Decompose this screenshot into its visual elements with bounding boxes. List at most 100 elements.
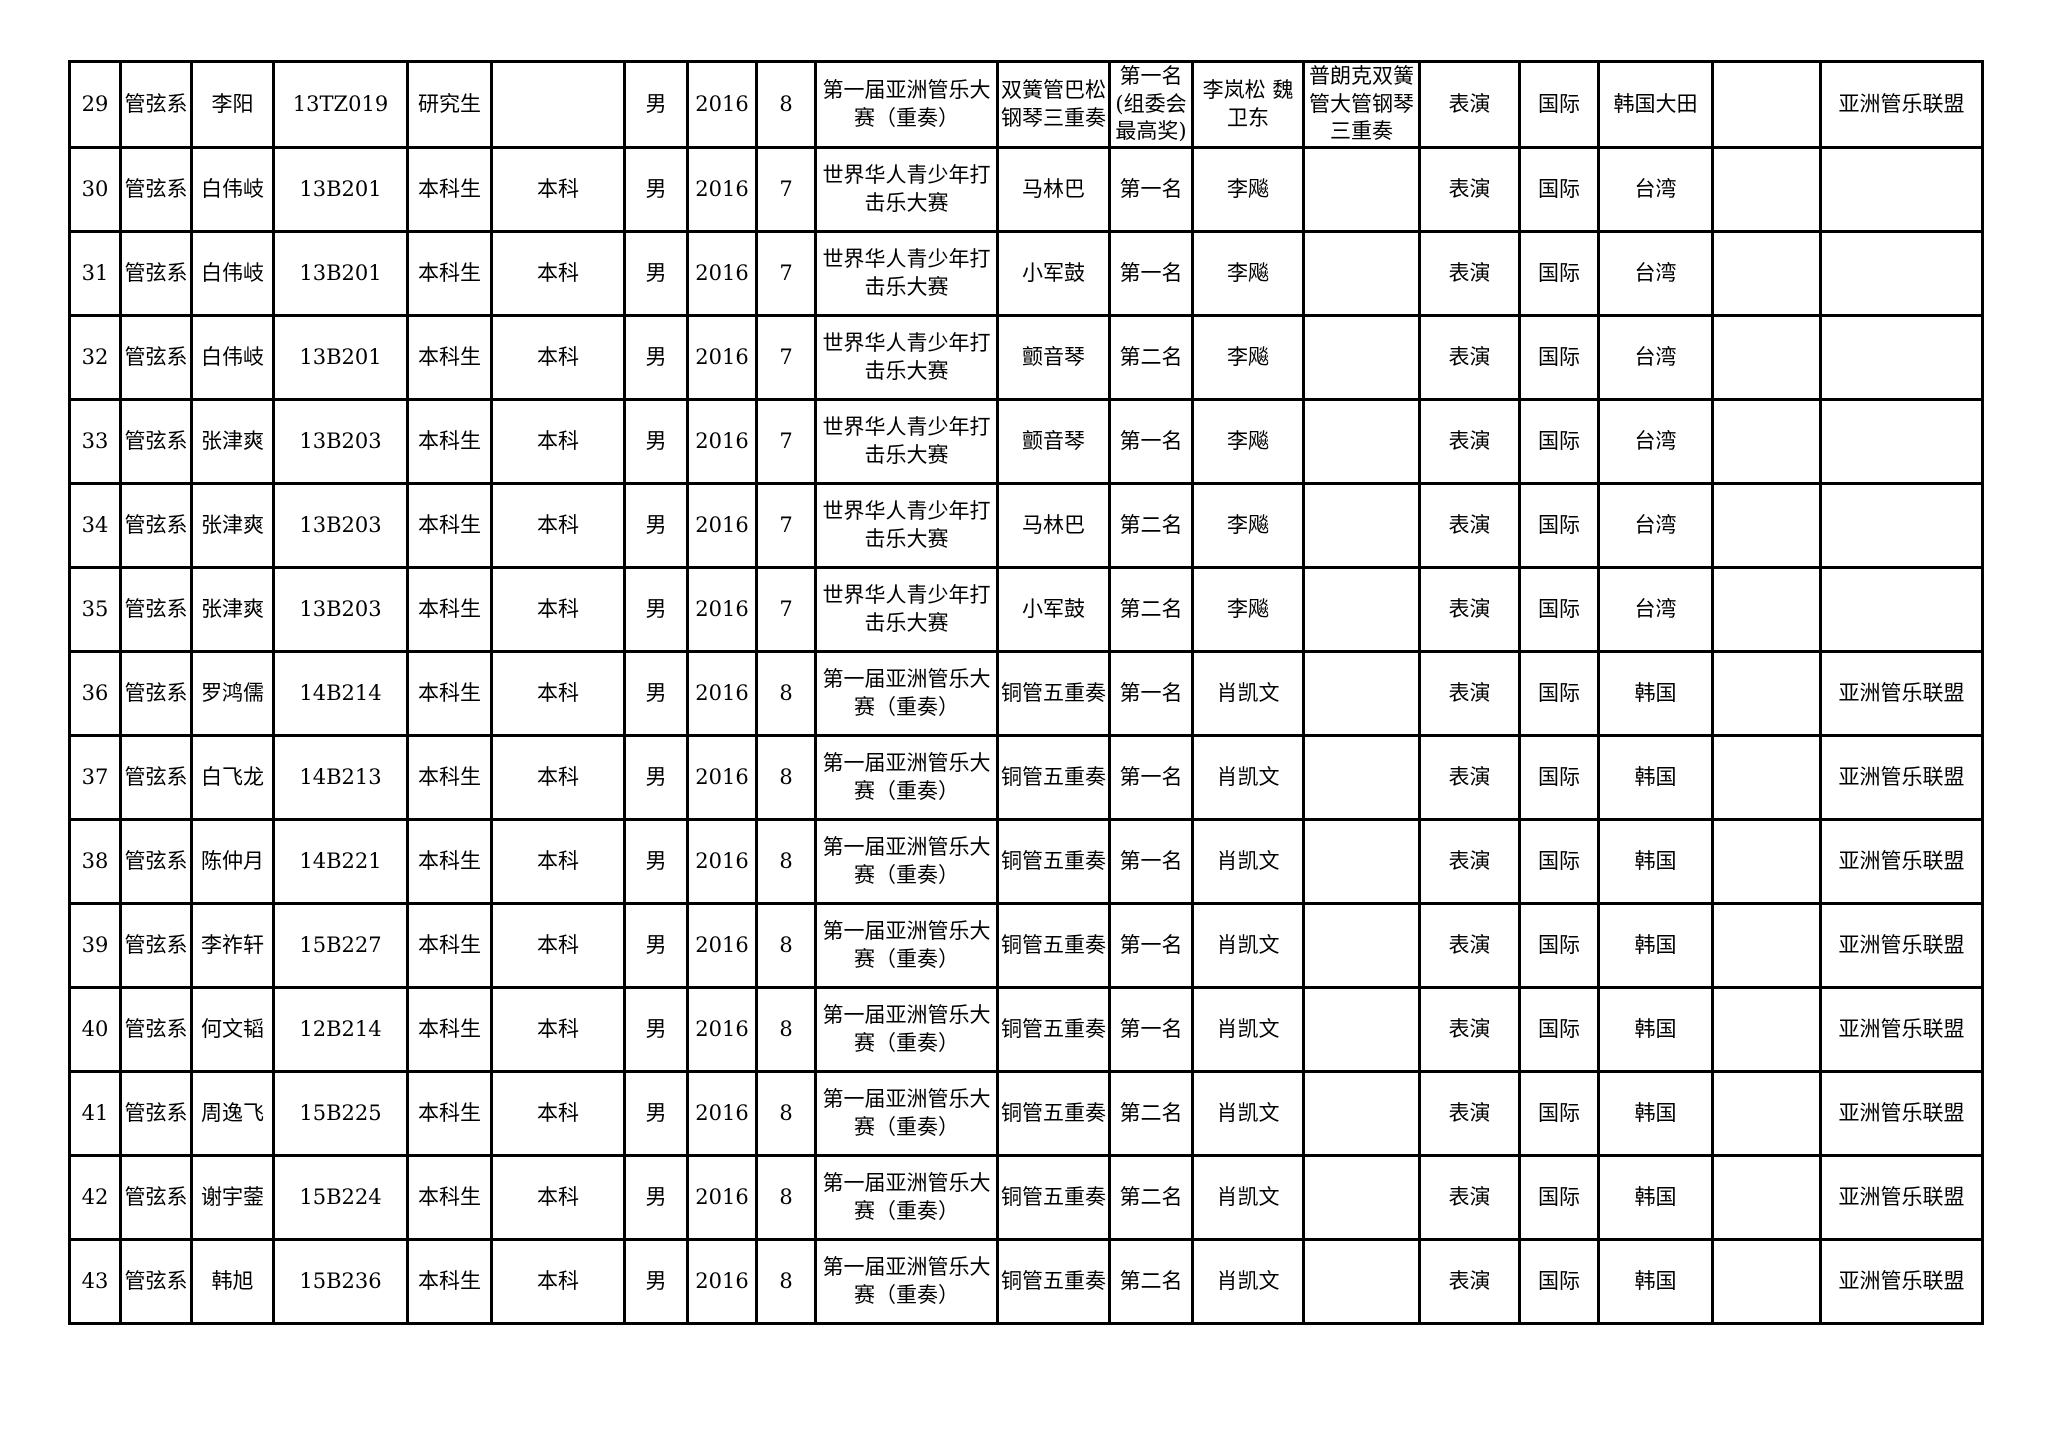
cell-location: 台湾 (1597, 398, 1714, 486)
cell-organization: 亚洲管乐联盟 (1819, 1070, 1984, 1158)
cell-student_type: 本科生 (406, 818, 493, 906)
cell-year: 2016 (686, 566, 758, 654)
cell-blank (1711, 650, 1822, 738)
cell-gender: 男 (623, 398, 689, 486)
cell-scope: 国际 (1518, 398, 1600, 486)
cell-student_type: 本科生 (406, 734, 493, 822)
cell-dept: 管弦系 (119, 1070, 193, 1158)
cell-note (1302, 1238, 1421, 1326)
cell-blank (1711, 230, 1822, 318)
cell-note (1302, 818, 1421, 906)
cell-name: 韩旭 (190, 1238, 275, 1326)
cell-teacher: 李飚 (1191, 482, 1305, 570)
cell-month: 7 (755, 482, 817, 570)
cell-student_id: 15B236 (272, 1238, 409, 1326)
cell-student_id: 14B221 (272, 818, 409, 906)
cell-prize: 第一名 (1108, 986, 1194, 1074)
cell-scope: 国际 (1518, 146, 1600, 234)
cell-no: 29 (68, 59, 122, 150)
cell-prize: 第一名 (1108, 818, 1194, 906)
cell-location: 韩国 (1597, 986, 1714, 1074)
cell-student_type: 本科生 (406, 986, 493, 1074)
cell-student_type: 本科生 (406, 1154, 493, 1242)
table-row: 34 管弦系 张津爽 13B203 本科生 本科男 2016 7 世界华人青少年打击乐大赛 马林巴… (68, 482, 1984, 570)
cell-location: 韩国 (1597, 734, 1714, 822)
cell-competition: 第一届亚洲管乐大赛（重奏） (814, 650, 999, 738)
cell-prize: 第一名 (1108, 734, 1194, 822)
cell-prize: 第一名(组委会最高奖) (1108, 59, 1194, 150)
cell-organization (1819, 146, 1984, 234)
cell-note (1302, 902, 1421, 990)
cell-blank (1711, 902, 1822, 990)
cell-month: 8 (755, 650, 817, 738)
cell-organization: 亚洲管乐联盟 (1819, 1154, 1984, 1242)
cell-teacher: 李飚 (1191, 566, 1305, 654)
cell-scope: 国际 (1518, 902, 1600, 990)
cell-gender: 男 (623, 230, 689, 318)
table-row: 38 管弦系 陈仲月 14B221 本科生 本科男 2016 8 第一届亚洲管乐大赛（重奏） 铜管… (68, 818, 1984, 906)
cell-prize: 第二名 (1108, 314, 1194, 402)
table-row: 43 管弦系 韩旭 15B236 本科生 本科男 2016 8 第一届亚洲管乐大赛（重奏） 铜管五… (68, 1238, 1984, 1326)
cell-category: 表演 (1418, 566, 1521, 654)
cell-note (1302, 986, 1421, 1074)
cell-student_id: 15B227 (272, 902, 409, 990)
cell-year: 2016 (686, 59, 758, 150)
cell-year: 2016 (686, 650, 758, 738)
cell-location: 台湾 (1597, 230, 1714, 318)
cell-item: 铜管五重奏 (996, 1238, 1111, 1326)
cell-note (1302, 314, 1421, 402)
cell-name: 何文韬 (190, 986, 275, 1074)
cell-competition: 第一届亚洲管乐大赛（重奏） (814, 818, 999, 906)
cell-teacher: 肖凯文 (1191, 650, 1305, 738)
cell-year: 2016 (686, 1154, 758, 1242)
cell-level: 本科 (490, 230, 626, 318)
cell-location: 台湾 (1597, 566, 1714, 654)
cell-year: 2016 (686, 230, 758, 318)
cell-category: 表演 (1418, 314, 1521, 402)
table-row: 30 管弦系 白伟岐 13B201 本科生 本科男 2016 7 世界华人青少年打击乐大赛 马林巴… (68, 146, 1984, 234)
cell-month: 8 (755, 902, 817, 990)
cell-year: 2016 (686, 986, 758, 1074)
cell-scope: 国际 (1518, 482, 1600, 570)
cell-teacher: 肖凯文 (1191, 1238, 1305, 1326)
cell-student_type: 本科生 (406, 482, 493, 570)
cell-organization (1819, 482, 1984, 570)
cell-month: 8 (755, 1070, 817, 1158)
cell-prize: 第二名 (1108, 1154, 1194, 1242)
cell-student_id: 13TZ019 (272, 59, 409, 150)
cell-category: 表演 (1418, 818, 1521, 906)
cell-competition: 第一届亚洲管乐大赛（重奏） (814, 902, 999, 990)
cell-organization (1819, 566, 1984, 654)
cell-gender: 男 (623, 734, 689, 822)
cell-level: 本科 (490, 1070, 626, 1158)
cell-dept: 管弦系 (119, 986, 193, 1074)
cell-dept: 管弦系 (119, 818, 193, 906)
cell-student_type: 本科生 (406, 650, 493, 738)
cell-category: 表演 (1418, 902, 1521, 990)
cell-note (1302, 734, 1421, 822)
cell-location: 台湾 (1597, 314, 1714, 402)
cell-category: 表演 (1418, 398, 1521, 486)
cell-no: 41 (68, 1070, 122, 1158)
cell-organization (1819, 230, 1984, 318)
cell-organization: 亚洲管乐联盟 (1819, 986, 1984, 1074)
cell-scope: 国际 (1518, 818, 1600, 906)
cell-prize: 第二名 (1108, 482, 1194, 570)
cell-competition: 世界华人青少年打击乐大赛 (814, 398, 999, 486)
cell-year: 2016 (686, 1070, 758, 1158)
cell-no: 43 (68, 1238, 122, 1326)
cell-level: 本科 (490, 818, 626, 906)
cell-prize: 第一名 (1108, 902, 1194, 990)
cell-note (1302, 398, 1421, 486)
cell-year: 2016 (686, 1238, 758, 1326)
cell-category: 表演 (1418, 230, 1521, 318)
cell-organization: 亚洲管乐联盟 (1819, 818, 1984, 906)
cell-name: 白飞龙 (190, 734, 275, 822)
cell-no: 31 (68, 230, 122, 318)
cell-student_id: 13B201 (272, 146, 409, 234)
cell-gender: 男 (623, 1238, 689, 1326)
cell-location: 韩国 (1597, 1238, 1714, 1326)
cell-item: 铜管五重奏 (996, 734, 1111, 822)
cell-level: 本科 (490, 734, 626, 822)
cell-student_type: 本科生 (406, 902, 493, 990)
